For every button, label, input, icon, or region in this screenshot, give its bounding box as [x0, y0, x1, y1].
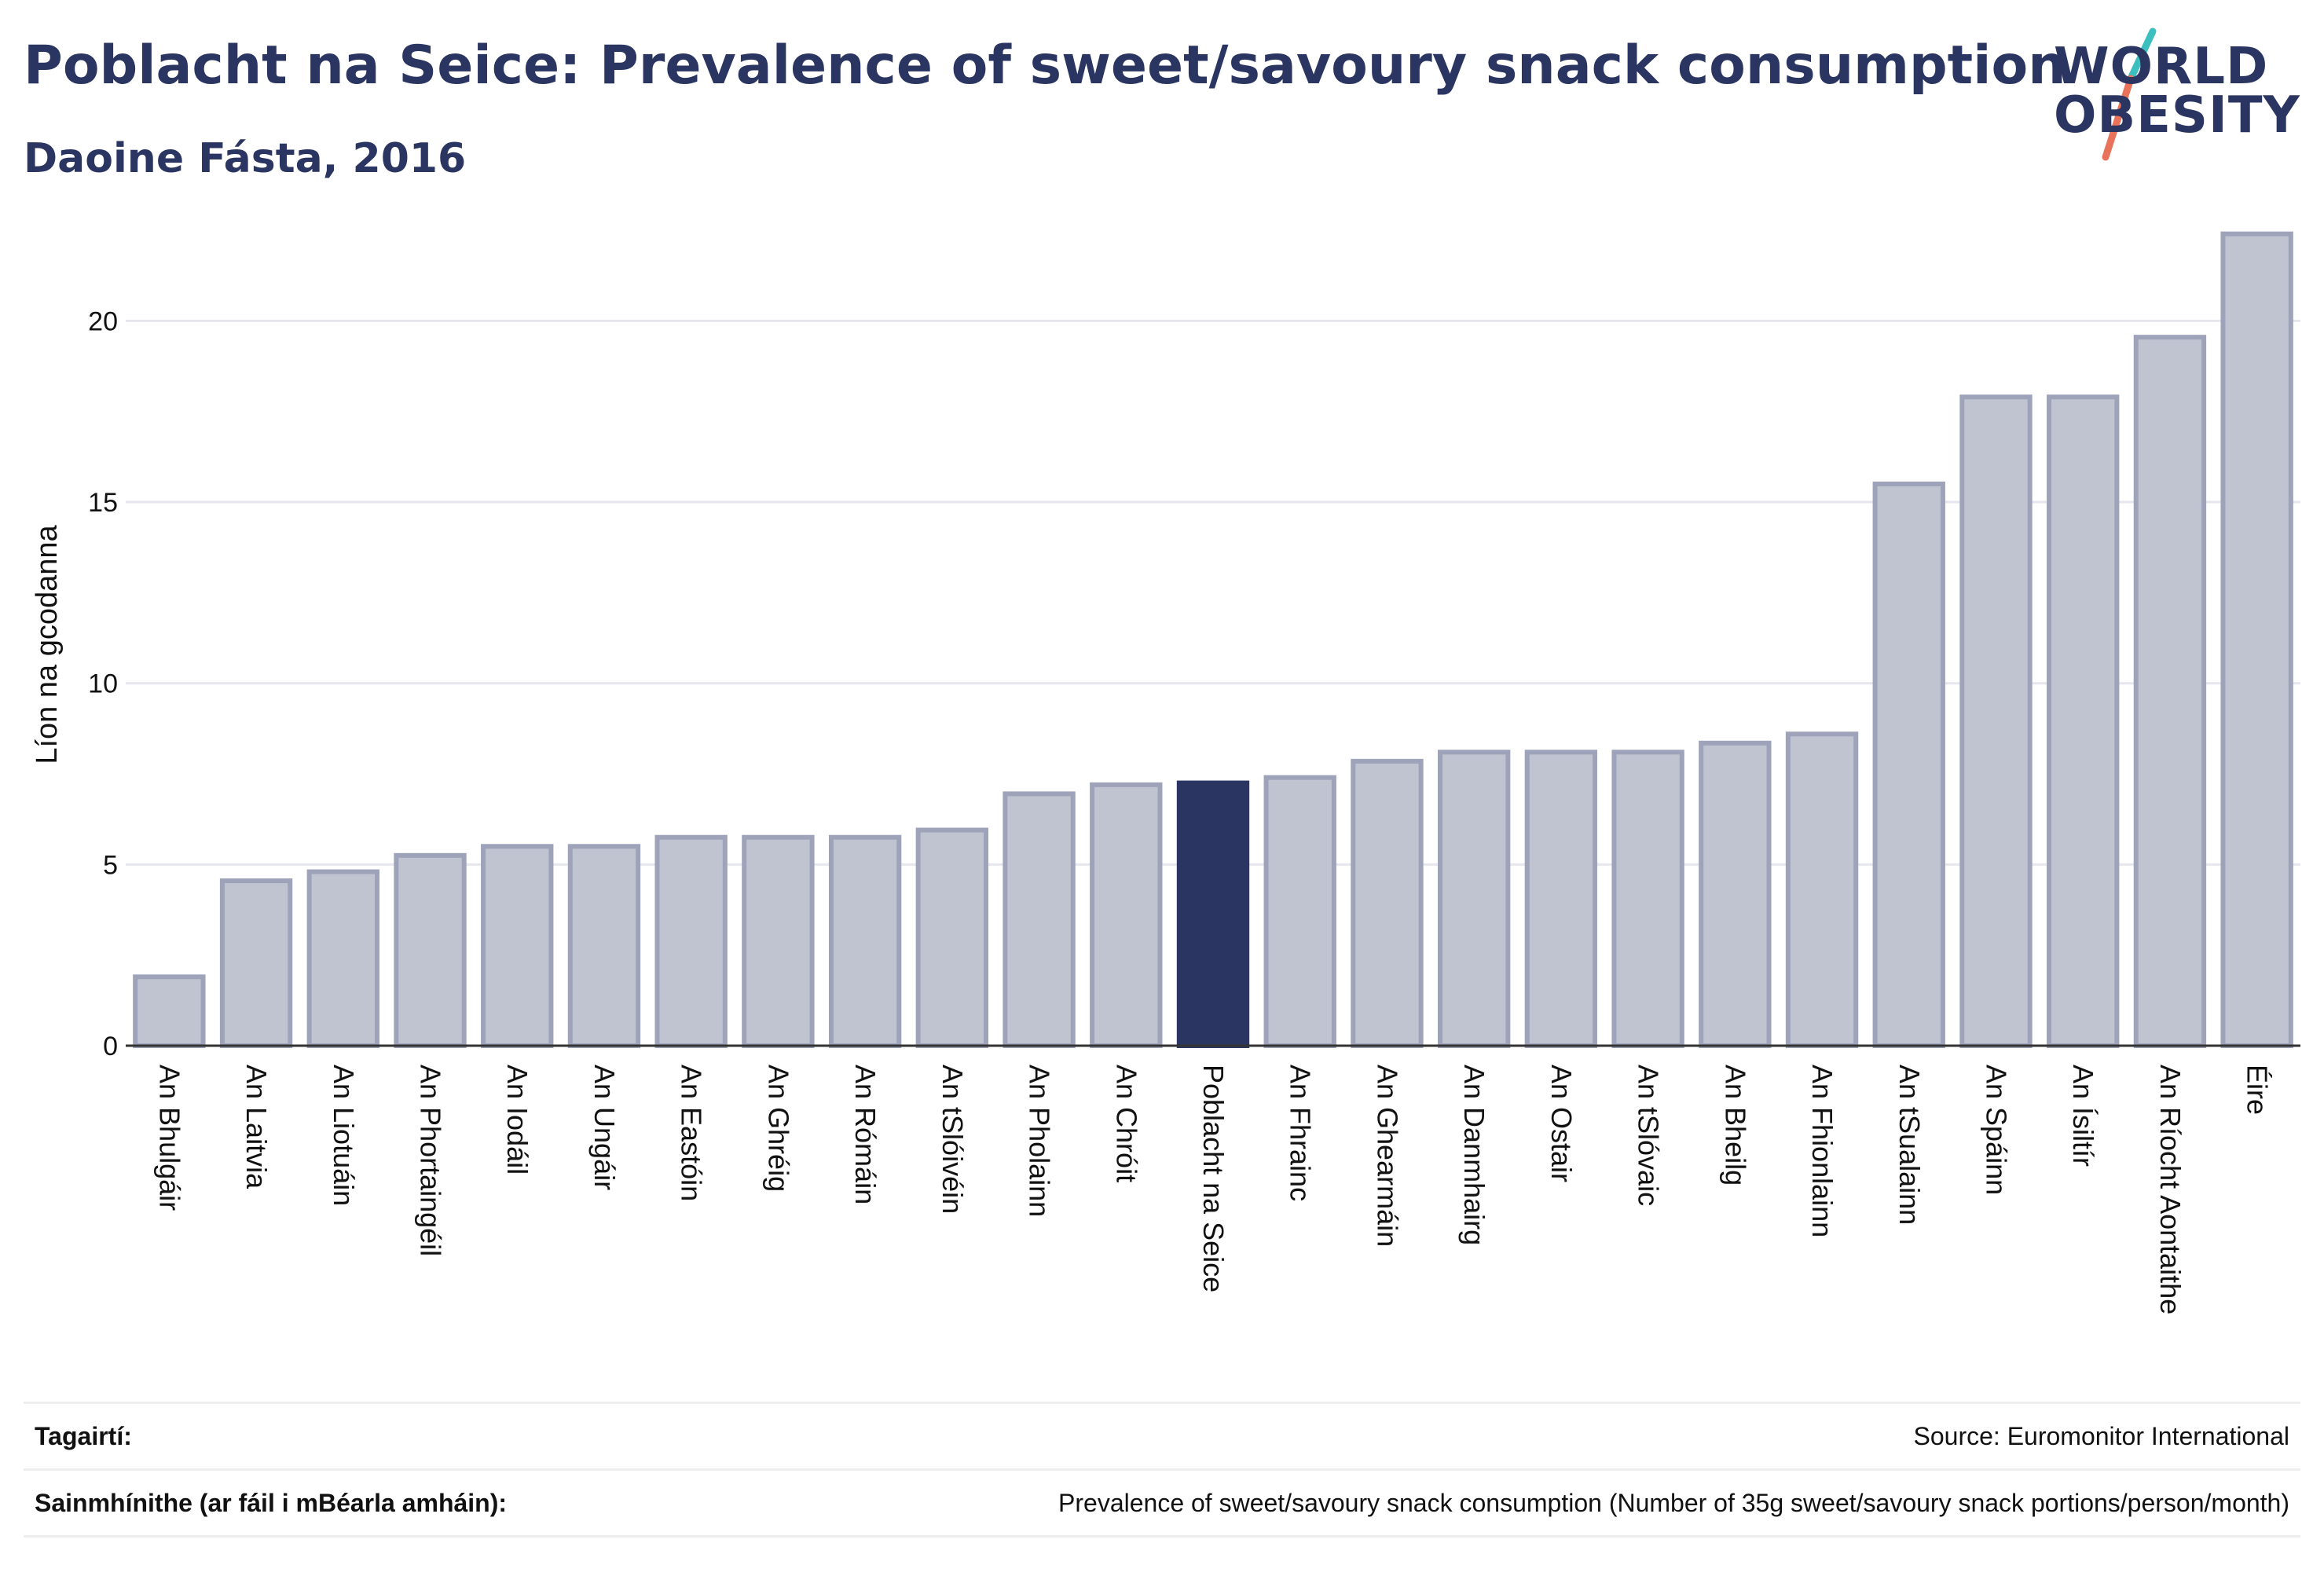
x-tick-label: An Rómáin — [849, 1065, 882, 1204]
x-tick-label: An Chróit — [1110, 1065, 1142, 1182]
x-tick-label: An Bhulgáir — [153, 1065, 185, 1211]
x-tick-label: An Spáinn — [1980, 1065, 2012, 1195]
bar-chart: 0 5 10 15 20 Líon na gcodanna An Bhulgáir An La… — [31, 231, 2300, 1314]
x-tick-label: An Phortaingéil — [415, 1065, 447, 1256]
bar — [915, 827, 989, 1048]
bar — [394, 852, 467, 1049]
x-tick-label: An Fhrainc — [1285, 1065, 1317, 1201]
bar — [1872, 481, 1945, 1048]
definitions-label: Sainmhínithe (ar fáil i mBéarla amháin): — [24, 1468, 668, 1538]
y-tick-label: 5 — [103, 850, 118, 880]
bar — [219, 878, 293, 1048]
x-tick-label: An Ghearmáin — [1371, 1065, 1403, 1247]
x-tick-label: Poblacht na Seice — [1197, 1065, 1230, 1292]
definitions-value: Prevalence of sweet/savoury snack consum… — [667, 1468, 2300, 1538]
y-tick-label: 10 — [88, 669, 118, 699]
bar — [481, 844, 554, 1048]
x-tick-label: An Iodáil — [501, 1065, 533, 1175]
bar — [1699, 740, 1772, 1048]
bar — [1437, 750, 1511, 1049]
x-tick-label: An Pholainn — [1024, 1065, 1056, 1217]
bar — [1524, 750, 1598, 1049]
y-axis-title: Líon na gcodanna — [31, 524, 64, 764]
x-tick-label: An tSlóvaic — [1633, 1065, 1665, 1206]
y-tick-label: 15 — [88, 488, 118, 518]
x-tick-label: An Ghréig — [762, 1065, 794, 1192]
bar — [2133, 335, 2207, 1048]
chart-subtitle: Daoine Fásta, 2016 — [24, 135, 467, 182]
logo-text-line2: OBESITY — [2054, 86, 2300, 145]
bar — [567, 844, 641, 1048]
logo-text-line1: WORLD — [2054, 38, 2269, 96]
bar — [306, 869, 379, 1048]
x-tick-label: An Eastóin — [676, 1065, 708, 1201]
x-tick-label: An Ríocht Aontaithe — [2154, 1065, 2187, 1314]
references-value: Source: Euromonitor International — [667, 1402, 2300, 1471]
bar — [1351, 758, 1424, 1048]
x-tick-label: An Ungáir — [588, 1065, 621, 1190]
bar — [133, 974, 206, 1048]
logo-slash-icon — [2102, 27, 2157, 161]
x-tick-label: An tSlóivéin — [937, 1065, 969, 1214]
bar — [828, 834, 902, 1048]
bar — [1090, 782, 1163, 1048]
x-tick-label: Éire — [2242, 1065, 2274, 1115]
world-obesity-logo: WORLD OBESITY — [2043, 24, 2310, 165]
bar — [1176, 780, 1250, 1048]
footer-references-row: Tagairtí: Source: Euromonitor Internatio… — [24, 1402, 2300, 1471]
y-tick-label: 20 — [88, 306, 118, 336]
x-tick-label: An Liotuáin — [328, 1065, 360, 1206]
bar — [1003, 791, 1076, 1049]
footer-table: Tagairtí: Source: Euromonitor Internatio… — [24, 1402, 2300, 1538]
bar — [1611, 750, 1684, 1049]
bar — [1785, 731, 1859, 1048]
y-tick-label: 0 — [103, 1032, 118, 1061]
bar — [2047, 394, 2120, 1049]
references-label: Tagairtí: — [24, 1402, 668, 1471]
x-tick-label: An Bheilg — [1719, 1065, 1751, 1186]
chart-title: Poblacht na Seice: Prevalence of sweet/s… — [24, 35, 2066, 97]
x-tick-label: An Danmhairg — [1458, 1065, 1490, 1245]
footer-definitions-row: Sainmhínithe (ar fáil i mBéarla amháin):… — [24, 1468, 2300, 1538]
bar — [1959, 394, 2033, 1049]
x-tick-label: An Ísiltír — [2067, 1065, 2099, 1167]
x-tick-label: An Fhionlainn — [1806, 1065, 1838, 1237]
x-tick-label: An Ostair — [1545, 1065, 1578, 1182]
bar — [2220, 231, 2293, 1049]
x-tick-label: An tSualainn — [1893, 1065, 1926, 1225]
bar — [742, 834, 815, 1048]
bar — [1263, 775, 1336, 1048]
x-tick-label: An Laitvia — [240, 1065, 273, 1189]
bar — [654, 834, 728, 1048]
